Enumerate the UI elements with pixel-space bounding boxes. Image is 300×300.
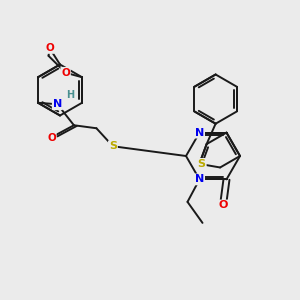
Text: S: S: [109, 141, 117, 151]
Text: O: O: [61, 68, 70, 78]
Text: N: N: [195, 128, 204, 138]
Text: N: N: [53, 99, 62, 109]
Text: H: H: [66, 90, 74, 100]
Text: S: S: [198, 159, 206, 169]
Text: O: O: [45, 43, 54, 53]
Text: O: O: [47, 133, 56, 143]
Text: N: N: [195, 174, 204, 184]
Text: O: O: [219, 200, 228, 211]
